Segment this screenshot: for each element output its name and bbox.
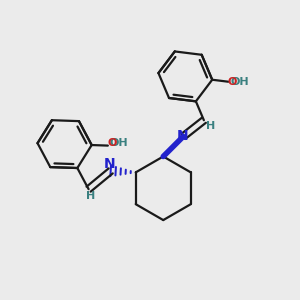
Text: O: O bbox=[228, 77, 237, 87]
Text: N: N bbox=[177, 129, 188, 143]
Text: N: N bbox=[104, 157, 116, 170]
Text: H: H bbox=[206, 121, 215, 130]
Text: H: H bbox=[86, 191, 96, 201]
Text: OH: OH bbox=[231, 77, 249, 87]
Text: OH: OH bbox=[109, 138, 128, 148]
Text: O: O bbox=[107, 138, 117, 148]
